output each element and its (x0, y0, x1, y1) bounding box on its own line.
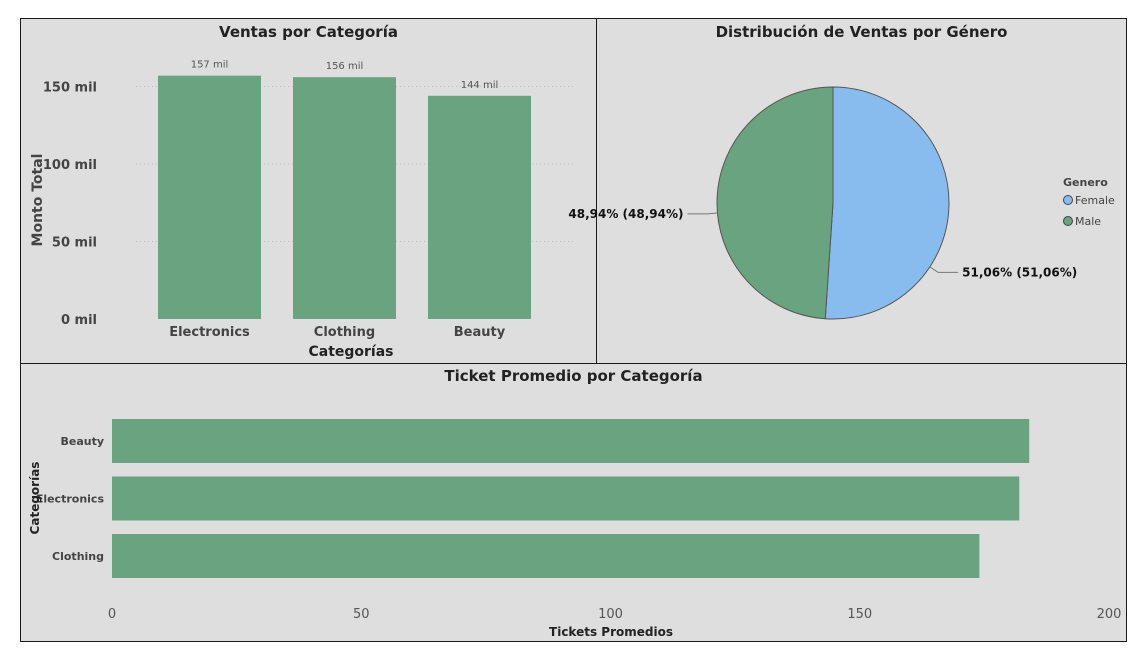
gender-distribution-title: Distribución de Ventas por Género (715, 23, 1008, 41)
legend-swatch-male (1063, 216, 1073, 226)
bar-beauty (112, 419, 1030, 463)
leader-line (687, 212, 718, 215)
x-tick-label: Clothing (314, 325, 375, 340)
x-tick-label: 0 (108, 607, 116, 622)
y-axis-title: Monto Total (30, 154, 46, 247)
x-axis-title: Categorías (308, 344, 393, 360)
y-tick-label: Beauty (60, 435, 104, 448)
pie-slice-female (824, 86, 950, 320)
avg-ticket-panel: Ticket Promedio por Categoría Beauty Elec… (20, 363, 1127, 642)
pie-slice-male (716, 86, 834, 320)
avg-ticket-title: Ticket Promedio por Categoría (444, 367, 703, 385)
data-label: 156 mil (326, 61, 364, 72)
legend-item-female: Female (1075, 194, 1115, 207)
y-axis-title: Categorías (28, 462, 42, 535)
x-tick-label: Beauty (454, 325, 506, 340)
y-tick-label: 150 mil (43, 81, 97, 96)
x-tick-label: 50 (353, 607, 370, 622)
x-tick-label: 200 (1097, 607, 1122, 622)
x-tick-label: Electronics (169, 325, 250, 340)
gender-distribution-chart: 51,06% (51,06%) 48,94% (48,94%) Genero Fema… (568, 86, 1115, 320)
legend-title: Genero (1063, 176, 1108, 189)
leader-line (929, 266, 959, 273)
bar-clothing (112, 534, 980, 578)
sales-by-category-chart: 0 mil 50 mil 100 mil 150 mil 157 mil Electron… (30, 60, 576, 360)
sales-by-category-title: Ventas por Categoría (219, 23, 398, 41)
sales-by-category-panel: Ventas por Categoría 0 mil 50 mil 100 mil 1… (20, 18, 597, 364)
y-tick-label: Electronics (36, 493, 105, 506)
x-tick-label: 150 (847, 607, 872, 622)
slice-label: 51,06% (51,06%) (962, 265, 1077, 279)
bar-clothing (293, 77, 396, 319)
bar-electronics (112, 476, 1020, 521)
avg-ticket-chart: Beauty Electronics Clothing 0 50 100 150 200 Tic… (28, 419, 1122, 639)
x-tick-label: 100 (598, 607, 623, 622)
y-tick-label: 0 mil (61, 313, 97, 328)
y-tick-label: Clothing (52, 550, 104, 563)
legend-item-male: Male (1075, 215, 1101, 228)
legend-swatch-female (1063, 195, 1073, 205)
y-tick-label: 100 mil (43, 158, 97, 173)
gender-distribution-panel: Distribución de Ventas por Género 51,06%… (568, 18, 1127, 364)
x-axis-title: Tickets Promedios (549, 625, 673, 639)
data-label: 144 mil (461, 80, 499, 91)
bar-beauty (428, 95, 531, 319)
y-tick-label: 50 mil (52, 236, 97, 251)
data-label: 157 mil (191, 60, 229, 71)
bar-electronics (158, 75, 261, 320)
slice-label: 48,94% (48,94%) (568, 207, 683, 221)
